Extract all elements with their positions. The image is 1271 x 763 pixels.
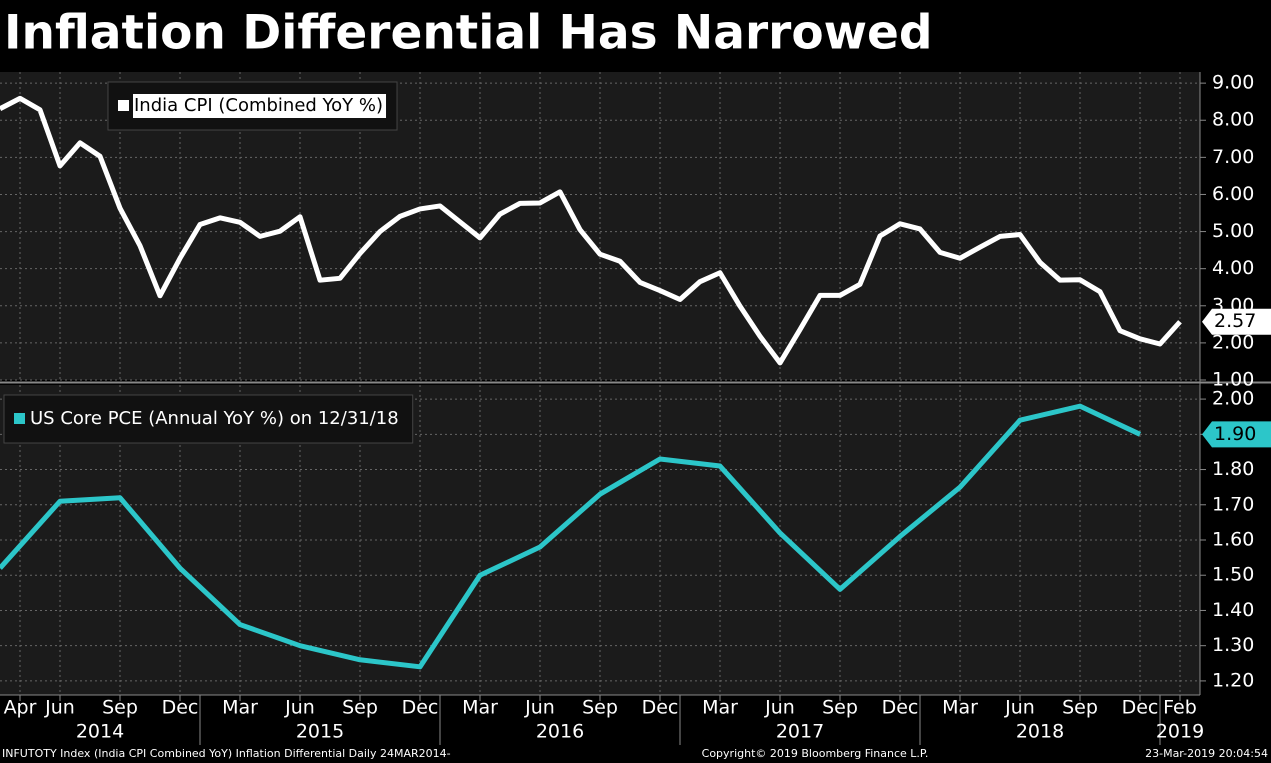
x-tick-label: Mar <box>942 697 978 719</box>
x-year-label: 2019 <box>1156 721 1204 743</box>
x-tick-label: Sep <box>342 697 378 719</box>
x-tick-label: Jun <box>284 697 315 719</box>
y-tick-label: 4.00 <box>1212 257 1254 279</box>
x-tick-label: Mar <box>462 697 498 719</box>
y-tick-label: 2.00 <box>1212 388 1254 410</box>
legend-swatch <box>118 100 129 111</box>
x-tick-label: Mar <box>702 697 738 719</box>
legend-highlight <box>133 94 387 118</box>
legend: India CPI (Combined YoY %) <box>107 81 398 131</box>
y-tick-label: 9.00 <box>1212 72 1254 94</box>
y-tick-label: 1.50 <box>1212 564 1254 586</box>
y-tick-label: 1.20 <box>1212 669 1254 691</box>
x-tick-label: Sep <box>1062 697 1098 719</box>
chart-title: Inflation Differential Has Narrowed <box>4 6 933 61</box>
legend-box <box>3 394 414 444</box>
legend: US Core PCE (Annual YoY %) on 12/31/18 <box>3 394 414 444</box>
y-tick-label: 5.00 <box>1212 220 1254 242</box>
x-tick-label: Jun <box>44 697 75 719</box>
x-tick-label: Sep <box>582 697 618 719</box>
y-tick-label: 1.30 <box>1212 634 1254 656</box>
footer-right: 23-Mar-2019 20:04:54 <box>1145 747 1268 760</box>
x-tick-label: Sep <box>102 697 138 719</box>
y-tick-label: 1.40 <box>1212 599 1254 621</box>
value-label: 1.90 <box>1214 423 1256 445</box>
y-tick-label: 1.00 <box>1212 369 1254 391</box>
x-year-label: 2018 <box>1016 721 1064 743</box>
x-tick-label: Dec <box>402 697 439 719</box>
x-tick-label: Jun <box>764 697 795 719</box>
y-tick-label: 8.00 <box>1212 109 1254 131</box>
x-tick-label: Sep <box>822 697 858 719</box>
x-tick-label: Dec <box>162 697 199 719</box>
y-tick-label: 2.00 <box>1212 331 1254 353</box>
x-tick-label: Jun <box>1004 697 1035 719</box>
footer-center: Copyright© 2019 Bloomberg Finance L.P. <box>702 747 929 760</box>
value-tag <box>1202 421 1271 448</box>
y-tick-label: 1.80 <box>1212 458 1254 480</box>
x-tick-label: Jun <box>524 697 555 719</box>
line <box>0 403 1142 670</box>
value-tag <box>1202 308 1271 335</box>
x-tick-label: Mar <box>222 697 258 719</box>
legend-label: India CPI (Combined YoY %) <box>134 95 383 116</box>
x-year-label: 2016 <box>536 721 584 743</box>
y-tick-label: 1.70 <box>1212 493 1254 515</box>
x-year-label: 2014 <box>76 721 124 743</box>
line <box>0 95 1182 366</box>
y-tick-label: 6.00 <box>1212 183 1254 205</box>
footer-left: INFUTOTY Index (India CPI Combined YoY) … <box>2 747 451 760</box>
x-year-label: 2015 <box>296 721 344 743</box>
y-tick-label: 1.60 <box>1212 529 1254 551</box>
x-tick-label: Dec <box>882 697 919 719</box>
x-tick-label: Feb <box>1163 697 1197 719</box>
value-label: 2.57 <box>1214 310 1256 332</box>
x-tick-label: Dec <box>1122 697 1159 719</box>
x-tick-label: Dec <box>642 697 679 719</box>
x-tick-label: Apr <box>4 697 37 719</box>
legend-label: US Core PCE (Annual YoY %) on 12/31/18 <box>30 408 399 429</box>
legend-swatch <box>14 413 25 424</box>
x-year-label: 2017 <box>776 721 824 743</box>
y-tick-label: 7.00 <box>1212 146 1254 168</box>
